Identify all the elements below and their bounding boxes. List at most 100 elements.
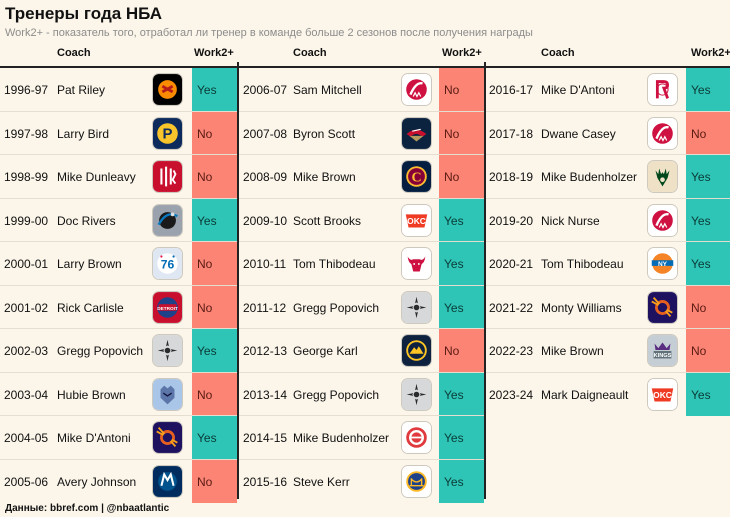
work2-cell: No — [686, 285, 730, 329]
svg-text:P: P — [163, 125, 173, 142]
season-cell: 2006-07 — [243, 83, 288, 97]
coach-name: Mike Budenholzer — [541, 170, 638, 184]
coach-name: Rick Carlisle — [57, 300, 124, 315]
work2-cell: Yes — [686, 198, 730, 242]
spurs-logo — [401, 290, 432, 324]
work2-cell: No — [439, 329, 484, 373]
mavericks-logo — [152, 464, 183, 498]
table-row: 2011-12 Gregg Popovich Yes — [239, 285, 484, 329]
work2-cell: Yes — [686, 68, 730, 112]
coach-name: Mike Brown — [541, 344, 604, 358]
svg-text:C: C — [411, 170, 421, 186]
work2-cell: Yes — [192, 68, 237, 112]
table-row: 2006-07 Sam Mitchell No — [239, 68, 484, 112]
coach-name: Hubie Brown — [57, 387, 126, 402]
table-row: 2017-18 Dwane Casey No — [486, 111, 730, 155]
season-cell: 2000-01 — [4, 257, 49, 271]
bucks-logo — [647, 160, 678, 193]
table-row: 1999-00 Doc Rivers Yes — [0, 198, 237, 242]
season-cell: 2014-15 — [243, 431, 288, 445]
warriors-logo — [401, 464, 432, 498]
season-cell: 2001-02 — [4, 300, 49, 315]
svg-text:OKC: OKC — [407, 215, 426, 225]
spurs-logo — [152, 334, 183, 367]
table-row: 2014-15 Mike Budenholzer Yes — [239, 416, 484, 460]
suns-logo — [152, 421, 183, 454]
hawks-logo — [401, 421, 432, 454]
svg-text:DETROIT: DETROIT — [157, 305, 178, 310]
table-row: 2005-06 Avery Johnson No — [0, 459, 237, 503]
coach-name: Mike D'Antoni — [57, 431, 131, 445]
kings-logo: KINGS — [647, 334, 678, 367]
table-row: 2015-16 Steve Kerr Yes — [239, 459, 484, 503]
column-header-coach: Coach — [57, 47, 91, 59]
work2-cell: Yes — [192, 198, 237, 242]
raptors-logo — [647, 116, 678, 150]
heat-logo — [152, 73, 183, 106]
coach-name: Avery Johnson — [57, 474, 137, 489]
season-cell: 2007-08 — [243, 126, 288, 141]
table-panel-1: Coach Work2+ 1996-97 Pat Riley Yes 1997-… — [0, 44, 237, 503]
pistons-logo: DETROIT — [152, 290, 183, 324]
season-cell: 2013-14 — [243, 387, 288, 402]
table-row: 2008-09 Mike Brown C No — [239, 155, 484, 199]
work2-cell: No — [192, 111, 237, 155]
work2-cell: Yes — [439, 416, 484, 460]
season-cell: 2021-22 — [489, 300, 534, 315]
season-cell: 2002-03 — [4, 344, 49, 358]
svg-text:NY: NY — [658, 261, 668, 268]
work2-cell: No — [192, 155, 237, 199]
spurs-logo — [401, 377, 432, 411]
season-cell: 1998-99 — [4, 170, 49, 184]
coach-name: Mike Brown — [293, 170, 356, 184]
season-cell: 2016-17 — [489, 83, 534, 97]
table-row: 1997-98 Larry Bird P No — [0, 111, 237, 155]
source-credit: Данные: bbref.com | @nbaatlantic — [5, 503, 170, 514]
knicks-logo: NY — [647, 247, 678, 280]
coach-name: Tom Thibodeau — [541, 257, 624, 271]
table-row: 2020-21 Tom Thibodeau NY Yes — [486, 242, 730, 286]
work2-cell: Yes — [686, 242, 730, 286]
season-cell: 2003-04 — [4, 387, 49, 402]
table-row: 2012-13 George Karl No — [239, 329, 484, 373]
season-cell: 2010-11 — [243, 257, 287, 271]
table-row: 2000-01 Larry Brown 76 No — [0, 242, 237, 286]
work2-cell: Yes — [439, 372, 484, 416]
coach-name: Steve Kerr — [293, 474, 350, 489]
coach-name: Nick Nurse — [541, 213, 600, 228]
work2-cell: No — [192, 285, 237, 329]
season-cell: 2015-16 — [243, 474, 288, 489]
season-cell: 2023-24 — [489, 387, 534, 402]
season-cell: 2008-09 — [243, 170, 288, 184]
work2-cell: Yes — [439, 285, 484, 329]
table-row: 2002-03 Gregg Popovich Yes — [0, 329, 237, 373]
coach-name: Mark Daigneault — [541, 387, 629, 402]
svg-text:KINGS: KINGS — [654, 353, 672, 359]
table-panel-3: Coach Work2+ 2016-17 Mike D'Antoni Yes 2… — [486, 44, 730, 416]
coach-name: Doc Rivers — [57, 213, 116, 228]
coach-name: Pat Riley — [57, 83, 106, 97]
work2-cell: Yes — [686, 155, 730, 199]
coach-name: Tom Thibodeau — [293, 257, 376, 271]
coach-name: Gregg Popovich — [57, 344, 144, 358]
coach-name: Mike D'Antoni — [541, 83, 615, 97]
cavaliers-logo: C — [401, 160, 432, 193]
table-header: Coach Work2+ — [239, 44, 484, 66]
season-cell: 1999-00 — [4, 213, 49, 228]
work2-cell: No — [192, 459, 237, 503]
column-header-coach: Coach — [541, 47, 575, 59]
coach-name: Larry Brown — [57, 257, 122, 271]
season-cell: 2019-20 — [489, 213, 534, 228]
table-row: 1998-99 Mike Dunleavy No — [0, 155, 237, 199]
work2-cell: No — [439, 111, 484, 155]
work2-cell: No — [439, 68, 484, 112]
thunder-logo: OKC — [647, 377, 678, 411]
season-cell: 1997-98 — [4, 126, 49, 141]
season-cell: 2012-13 — [243, 344, 288, 358]
season-cell: 2005-06 — [4, 474, 49, 489]
pelicans-logo — [401, 116, 432, 150]
table-row: 2009-10 Scott Brooks OKC Yes — [239, 198, 484, 242]
table-row: 2004-05 Mike D'Antoni Yes — [0, 416, 237, 460]
season-cell: 2018-19 — [489, 170, 534, 184]
work2-cell: No — [439, 155, 484, 199]
